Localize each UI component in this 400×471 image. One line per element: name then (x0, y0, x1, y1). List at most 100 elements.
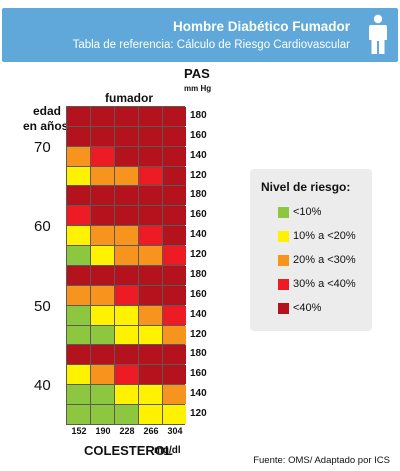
legend-swatch (278, 255, 289, 266)
legend-item: <10% (278, 206, 370, 219)
cholesterol-tick-label: 152 (71, 426, 87, 436)
legend-label: 10% a <20% (293, 230, 356, 242)
age-panel-60 (66, 185, 186, 266)
risk-cell (163, 107, 186, 126)
legend-swatch (278, 279, 289, 290)
risk-cell (115, 206, 138, 225)
risk-cell (115, 186, 138, 205)
risk-cell (163, 186, 186, 205)
legend: Nivel de riesgo: <10% 10% a <20% 20% a <… (250, 169, 372, 331)
pas-tick-label: 180 (190, 348, 207, 359)
risk-cell (163, 127, 186, 146)
age-label: 50 (34, 298, 51, 315)
risk-cell (115, 167, 138, 186)
risk-cell (115, 365, 138, 384)
cholesterol-tick-label: 304 (167, 426, 183, 436)
risk-cell (139, 167, 162, 186)
risk-cell (115, 147, 138, 166)
risk-cell (139, 206, 162, 225)
risk-cell (67, 186, 90, 205)
pas-tick-label: 140 (190, 229, 207, 240)
risk-cell (67, 226, 90, 245)
risk-cell (67, 246, 90, 265)
pas-tick-label: 140 (190, 150, 207, 161)
risk-cell (139, 186, 162, 205)
risk-cell (115, 107, 138, 126)
risk-cell (91, 127, 114, 146)
risk-cell (163, 405, 186, 424)
risk-cell (139, 107, 162, 126)
risk-cell (91, 405, 114, 424)
mmhg-label: mm Hg (184, 84, 212, 93)
risk-cell (115, 266, 138, 285)
legend-item: 10% a <20% (278, 230, 370, 243)
risk-cell (67, 206, 90, 225)
risk-cell (91, 167, 114, 186)
risk-cell (139, 226, 162, 245)
age-label: 40 (34, 377, 51, 394)
colesterol-label: COLESTEROL (84, 443, 173, 458)
risk-cell (91, 246, 114, 265)
legend-swatch (278, 207, 289, 218)
risk-cell (139, 246, 162, 265)
risk-cell (115, 306, 138, 325)
edad-label: edad (33, 104, 62, 118)
age-panel-50 (66, 265, 186, 346)
risk-cell (139, 365, 162, 384)
risk-cell (139, 326, 162, 345)
legend-label: 30% a <40% (293, 278, 356, 290)
legend-label: 20% a <30% (293, 254, 356, 266)
legend-label: <10% (293, 206, 322, 218)
risk-cell (91, 107, 114, 126)
risk-cell (139, 345, 162, 364)
risk-cell (163, 167, 186, 186)
risk-cell (139, 385, 162, 404)
risk-cell (115, 405, 138, 424)
risk-cell (139, 286, 162, 305)
pas-tick-label: 120 (190, 329, 207, 340)
risk-cell (115, 345, 138, 364)
en-anos-label: en años (23, 119, 69, 133)
risk-cell (163, 306, 186, 325)
cholesterol-tick-label: 190 (95, 426, 111, 436)
pas-tick-label: 120 (190, 170, 207, 181)
risk-cell (139, 405, 162, 424)
risk-cell (67, 405, 90, 424)
cholesterol-tick-label: 228 (119, 426, 135, 436)
risk-cell (163, 385, 186, 404)
risk-cell (67, 306, 90, 325)
risk-cell (115, 127, 138, 146)
risk-cell (91, 306, 114, 325)
risk-cell (91, 266, 114, 285)
pas-tick-label: 180 (190, 189, 207, 200)
risk-cell (67, 127, 90, 146)
risk-cell (67, 147, 90, 166)
risk-cell (139, 306, 162, 325)
pas-tick-label: 180 (190, 110, 207, 121)
risk-cell (67, 345, 90, 364)
risk-cell (115, 326, 138, 345)
pas-tick-label: 120 (190, 249, 207, 260)
risk-cell (91, 326, 114, 345)
risk-cell (115, 286, 138, 305)
risk-cell (163, 365, 186, 384)
risk-cell (163, 286, 186, 305)
pas-tick-label: 180 (190, 269, 207, 280)
header-banner: Hombre Diabético Fumador Tabla de refere… (2, 8, 398, 62)
risk-cell (115, 385, 138, 404)
risk-cell (163, 266, 186, 285)
pas-tick-label: 160 (190, 289, 207, 300)
legend-swatch (278, 231, 289, 242)
cholesterol-tick-label: 266 (143, 426, 159, 436)
risk-cell (163, 226, 186, 245)
risk-cell (67, 286, 90, 305)
legend-item: <40% (278, 302, 370, 315)
pas-tick-label: 140 (190, 388, 207, 399)
legend-title: Nivel de riesgo: (261, 180, 351, 194)
risk-cell (163, 326, 186, 345)
age-panel-40 (66, 344, 186, 425)
pas-tick-label: 120 (190, 408, 207, 419)
risk-cell (115, 246, 138, 265)
pas-tick-label: 160 (190, 130, 207, 141)
risk-cell (91, 286, 114, 305)
